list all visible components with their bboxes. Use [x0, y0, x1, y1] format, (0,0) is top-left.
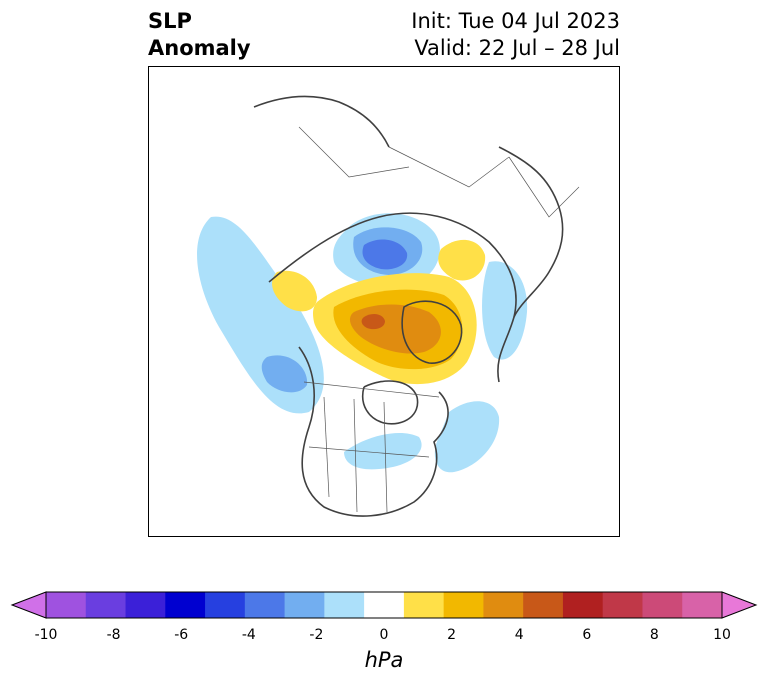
colorbar-tick-label: 10: [713, 627, 731, 643]
political-borders: [298, 126, 580, 513]
border-us-canada: [303, 381, 440, 398]
coastline-asia-east: [253, 95, 390, 148]
colorbar-segment: [364, 592, 405, 618]
positive-anomaly-siberia: [438, 239, 486, 281]
positive-anomaly-greenland-canada-core: [361, 313, 385, 330]
colorbar-tick-label: -4: [241, 627, 256, 643]
colorbar-segment: [165, 592, 206, 618]
coastline-hudson-bay: [362, 380, 419, 425]
negative-anomaly-north-pacific-core: [261, 355, 308, 393]
border-us-states-3: [383, 401, 388, 513]
colorbar-segment: [205, 592, 246, 618]
valid-range: Valid: 22 Jul – 28 Jul: [414, 36, 620, 60]
title-variable-type: Anomaly: [148, 36, 251, 60]
border-eurasia-2: [298, 126, 410, 178]
colorbar-extend-max: [721, 591, 758, 619]
coastline-greenland: [401, 300, 463, 364]
colorbar-tick-label: 2: [447, 627, 457, 643]
map-title-left: SLP Anomaly: [148, 8, 251, 62]
positive-anomaly-bering: [272, 270, 317, 312]
negative-anomaly-north-atlantic: [434, 401, 500, 473]
negative-anomaly-central-arctic-core: [362, 239, 408, 270]
border-eurasia-1: [388, 146, 510, 188]
colorbar-segment: [244, 592, 286, 618]
colorbar-tick-label: -2: [309, 627, 324, 643]
colorbar-tick-label: -6: [174, 627, 189, 643]
border-us-states-1: [323, 396, 330, 498]
coastline-eurasia: [268, 212, 517, 383]
colorbar-segment: [403, 592, 445, 618]
colorbar-unit: hPa: [364, 648, 404, 672]
colorbar-segment: [682, 592, 723, 618]
border-eurasia-3: [508, 156, 580, 218]
border-us-states-4: [308, 446, 430, 458]
map-panel: [148, 66, 620, 537]
colorbar-segments: [46, 592, 723, 618]
negative-anomaly-scandinavia: [482, 261, 528, 360]
map-title-right: Init: Tue 04 Jul 2023 Valid: 22 Jul – 28…: [411, 8, 620, 62]
colorbar-tick-label: -8: [106, 627, 121, 643]
colorbar-segment: [46, 592, 87, 618]
coastlines: [253, 95, 564, 517]
init-date: Init: Tue 04 Jul 2023: [411, 9, 620, 33]
colorbar-tick-label: 8: [649, 627, 659, 643]
colorbar-segment: [602, 592, 643, 618]
colorbar-segment: [324, 592, 365, 618]
colorbar-segment: [443, 592, 484, 618]
coastline-north-america: [298, 346, 449, 517]
colorbar-segment: [125, 592, 166, 618]
colorbar-segment: [284, 592, 325, 618]
colorbar-tick-label: 4: [514, 627, 524, 643]
colorbar-tick-labels: -10 -8 -6 -4 -2 0 2 4 6 8 10: [0, 627, 768, 647]
colorbar-segment: [85, 592, 127, 618]
anomaly-map: [197, 95, 580, 517]
colorbar-tick-label: 0: [379, 627, 389, 643]
coastline-europe-north: [498, 146, 564, 318]
colorbar-segment: [642, 592, 683, 618]
colorbar-segment: [523, 592, 564, 618]
colorbar: [10, 591, 758, 619]
colorbar-tick-label: 6: [582, 627, 592, 643]
border-us-states-2: [353, 398, 358, 513]
colorbar-tick-label: -10: [34, 627, 58, 643]
negative-anomaly-hudson: [344, 432, 422, 470]
colorbar-outline: [45, 591, 723, 619]
colorbar-segment: [483, 592, 524, 618]
title-variable: SLP: [148, 9, 192, 33]
colorbar-extend-min: [10, 591, 47, 619]
colorbar-segment: [562, 592, 604, 618]
